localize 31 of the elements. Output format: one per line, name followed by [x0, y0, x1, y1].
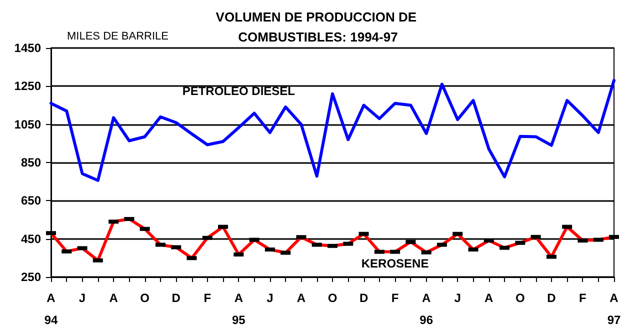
x-tick-label: F	[204, 291, 212, 305]
chart-title: VOLUMEN DE PRODUCCION DE COMBUSTIBLES: 1994-97	[216, 10, 420, 44]
x-tick-label: A	[109, 291, 118, 305]
x-tick-label: D	[547, 291, 556, 305]
y-tick-label: 1250	[14, 79, 42, 94]
x-tick-label: J	[454, 291, 461, 305]
x-tick-label: A 95	[232, 291, 246, 327]
y-tick-label: 650	[20, 194, 42, 208]
series-label: KEROSENE	[361, 256, 429, 271]
x-tick-label: A	[296, 291, 306, 305]
x-tick-label: A	[484, 291, 494, 305]
x-tick-label: A 97	[607, 291, 621, 327]
y-tick-label: 1050	[14, 117, 42, 132]
y-tick-label: 250	[20, 270, 42, 284]
x-tick-label: J	[78, 291, 86, 305]
x-tick-label: D	[359, 291, 368, 305]
x-tick-label: A 94	[44, 291, 58, 327]
x-tick-label: A 96	[420, 291, 434, 327]
y-tick-label: 850	[20, 156, 42, 170]
x-tick-label: F	[579, 291, 586, 305]
y-tick-label: 450	[20, 232, 42, 246]
y-tick-label: 1450	[14, 41, 42, 55]
x-tick-label: O	[140, 291, 150, 305]
line-series	[50, 78, 616, 182]
x-tick-label: O	[515, 291, 525, 305]
series-label: PETROLEO DIESEL	[182, 84, 296, 98]
y-axis-title: MILES DE BARRILE	[67, 30, 168, 42]
x-tick-label: O	[328, 291, 338, 305]
x-tick-label: J	[266, 291, 274, 305]
x-tick-label: D	[172, 291, 181, 305]
x-tick-label: F	[391, 291, 399, 305]
